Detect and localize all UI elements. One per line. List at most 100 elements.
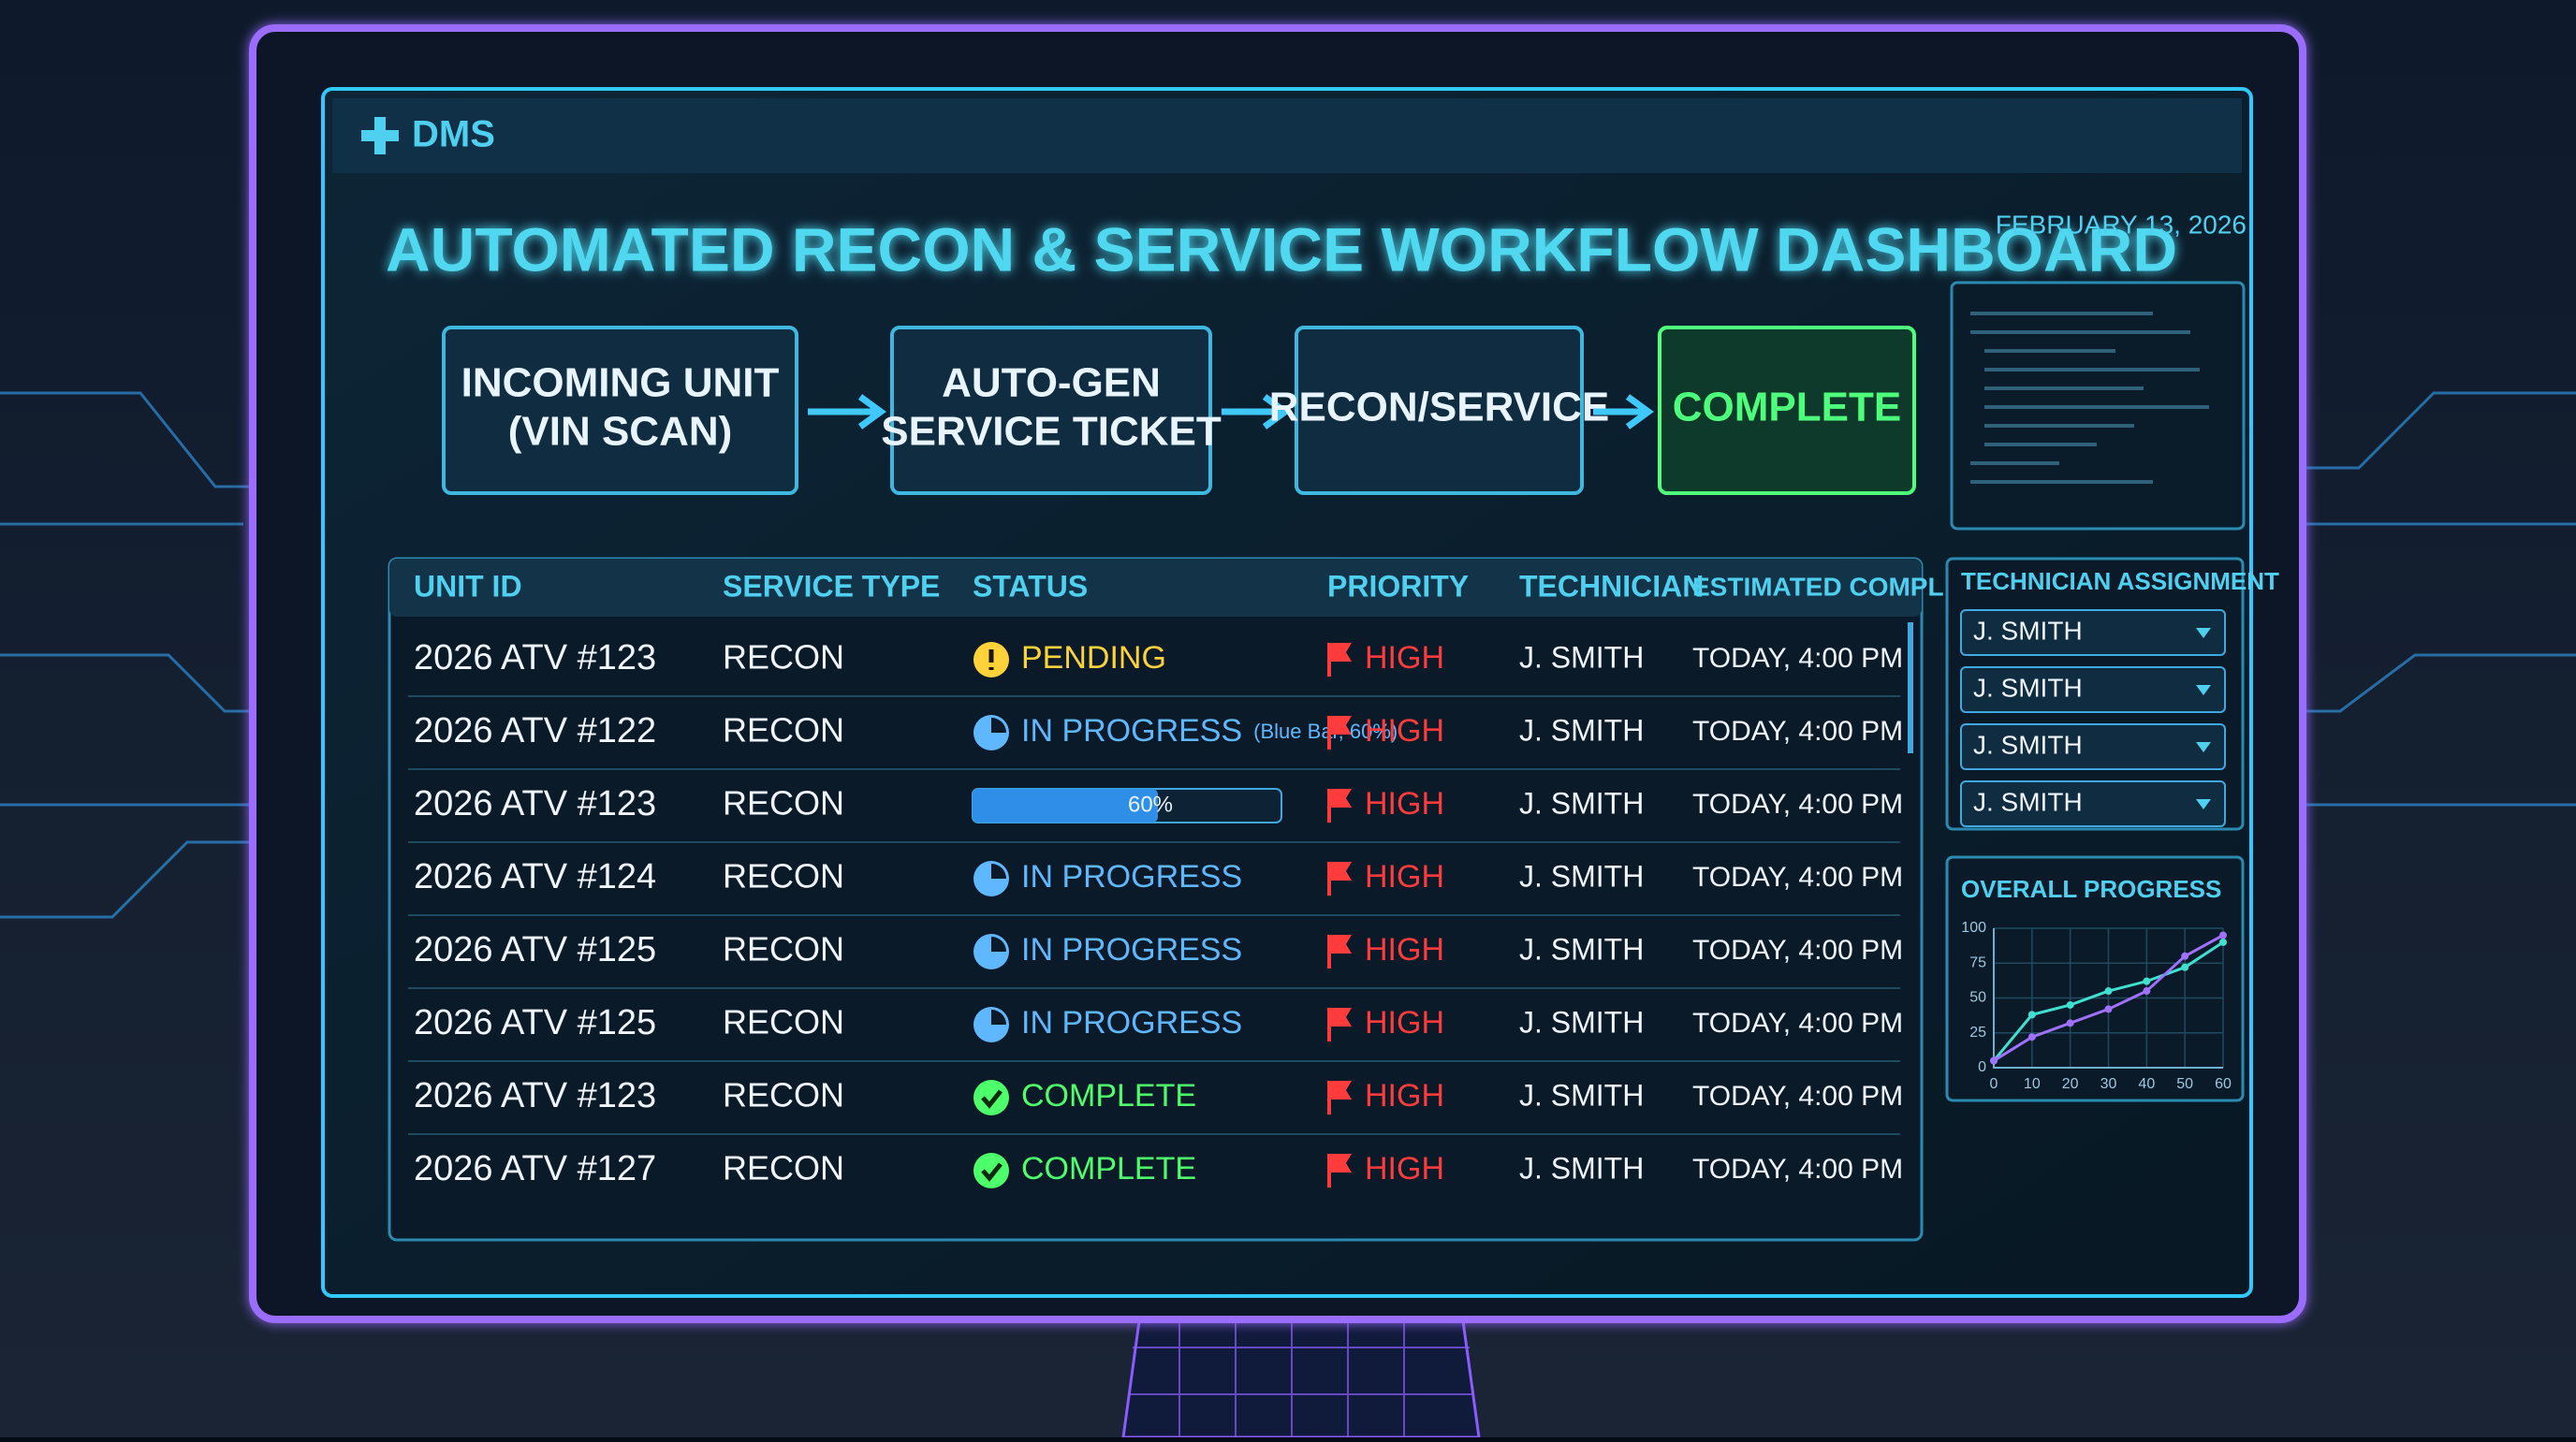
- status-text: IN PROGRESS: [1021, 932, 1242, 968]
- technician: J. SMITH: [1519, 713, 1644, 747]
- unit-id: 2026 ATV #123: [414, 1076, 656, 1115]
- technician-dropdown[interactable]: [1960, 780, 2226, 827]
- service-type: RECON: [723, 1149, 844, 1187]
- series-point: [2181, 963, 2189, 971]
- status-icon: [973, 1153, 1009, 1188]
- workflow-arrow: [1222, 394, 1291, 430]
- dropdown-arrow: [2196, 799, 2211, 809]
- technician: J. SMITH: [1519, 859, 1644, 893]
- top-bar: [332, 98, 2242, 173]
- series-point: [2181, 952, 2189, 960]
- estimated-completion: TODAY, 4:00 PM: [1692, 716, 1903, 747]
- technician-dropdown[interactable]: [1960, 723, 2226, 770]
- unit-id: 2026 ATV #127: [414, 1149, 656, 1188]
- priority: HIGH: [1365, 1005, 1444, 1041]
- progress-panel: [1945, 855, 2245, 1102]
- technician: J. SMITH: [1519, 932, 1644, 966]
- technician-option: J. SMITH: [1973, 787, 2083, 816]
- series-point: [2143, 987, 2151, 996]
- column-header: TECHNICIAN: [1519, 569, 1704, 603]
- dropdown-arrow: [2196, 685, 2211, 695]
- series-point: [2027, 1011, 2036, 1019]
- status-icon-mark: [991, 937, 1006, 952]
- estimated-completion: TODAY, 4:00 PM: [1692, 1154, 1903, 1185]
- workflow-step: [442, 326, 798, 495]
- priority: HIGH: [1365, 1151, 1444, 1187]
- x-tick-label: 50: [2176, 1076, 2193, 1092]
- status-text: COMPLETE: [1021, 1078, 1196, 1114]
- status-note: (Blue Bar, 60%): [1253, 720, 1398, 743]
- y-tick-label: 25: [1969, 1025, 1986, 1041]
- priority: HIGH: [1365, 1078, 1444, 1114]
- series-point: [2104, 1005, 2113, 1013]
- workflow-step-label: RECON/SERVICE: [1269, 385, 1610, 430]
- estimated-completion: TODAY, 4:00 PM: [1692, 1081, 1903, 1112]
- progress-bar: [973, 789, 1158, 823]
- estimated-completion: TODAY, 4:00 PM: [1692, 1008, 1903, 1039]
- technician-option: J. SMITH: [1973, 673, 2083, 702]
- priority: HIGH: [1365, 859, 1444, 895]
- status-icon-mark: [991, 718, 1006, 733]
- estimated-completion: TODAY, 4:00 PM: [1692, 789, 1903, 820]
- table-header-bg: [389, 559, 1922, 617]
- priority: HIGH: [1365, 640, 1444, 676]
- technician: J. SMITH: [1519, 1005, 1644, 1039]
- code-panel: [1950, 281, 2246, 531]
- priority-flag: [1327, 789, 1352, 823]
- logo-text: DMS: [412, 114, 495, 155]
- priority-flag: [1327, 1081, 1352, 1114]
- x-tick-label: 10: [2024, 1076, 2041, 1092]
- series-point: [2066, 1019, 2074, 1027]
- x-tick-label: 0: [1990, 1076, 1998, 1092]
- dropdown-arrow: [2196, 628, 2211, 638]
- technician-panel-title: TECHNICIAN ASSIGNMENT: [1961, 567, 2279, 595]
- status-text: PENDING: [1021, 640, 1166, 676]
- x-tick-label: 20: [2062, 1076, 2079, 1092]
- workflow-step-label: AUTO-GEN: [942, 360, 1161, 406]
- technician-dropdown[interactable]: [1960, 609, 2226, 656]
- workflow-step: [1295, 326, 1584, 495]
- service-type: RECON: [723, 784, 844, 823]
- chart-title: OVERALL PROGRESS: [1961, 875, 2221, 903]
- axis: [1993, 928, 2223, 1069]
- series-point: [2143, 977, 2151, 985]
- series-point: [2219, 931, 2227, 939]
- estimated-completion: TODAY, 4:00 PM: [1692, 643, 1903, 674]
- service-type: RECON: [723, 1076, 844, 1114]
- x-tick-label: 60: [2215, 1076, 2232, 1092]
- service-type: RECON: [723, 857, 844, 896]
- workflow-step-label: (VIN SCAN): [508, 409, 733, 455]
- technician-dropdown[interactable]: [1960, 666, 2226, 713]
- priority: HIGH: [1365, 786, 1444, 822]
- workflow-arrow: [808, 394, 886, 430]
- dashboard-title: AUTOMATED RECON & SERVICE WORKFLOW DASHB…: [386, 214, 2177, 284]
- service-type: RECON: [723, 930, 844, 969]
- series-point: [2104, 987, 2113, 996]
- unit-id: 2026 ATV #125: [414, 930, 656, 969]
- unit-id: 2026 ATV #122: [414, 711, 656, 750]
- status-icon: [973, 1080, 1009, 1115]
- priority-flag: [1327, 862, 1352, 896]
- service-type: RECON: [723, 638, 844, 677]
- technician: J. SMITH: [1519, 786, 1644, 820]
- technician: J. SMITH: [1519, 1151, 1644, 1185]
- column-header: PRIORITY: [1327, 569, 1469, 603]
- priority-flag: [1327, 1154, 1352, 1187]
- priority: HIGH: [1365, 713, 1444, 749]
- y-tick-label: 50: [1969, 990, 1986, 1006]
- workflow-step-label: COMPLETE: [1673, 385, 1901, 430]
- date: FEBRUARY 13, 2026: [1996, 210, 2247, 239]
- unit-id: 2026 ATV #125: [414, 1003, 656, 1042]
- column-header: SERVICE TYPE: [723, 569, 940, 603]
- series-point: [2066, 1000, 2074, 1009]
- service-type: RECON: [723, 711, 844, 750]
- progress-label: 60%: [1128, 792, 1173, 817]
- status-text: IN PROGRESS: [1021, 859, 1242, 895]
- status-icon-mark: [981, 1089, 1003, 1109]
- priority: HIGH: [1365, 932, 1444, 968]
- status-icon-mark: [981, 1162, 1003, 1182]
- status-text: IN PROGRESS: [1021, 1005, 1242, 1041]
- scrollbar: [1908, 622, 1913, 753]
